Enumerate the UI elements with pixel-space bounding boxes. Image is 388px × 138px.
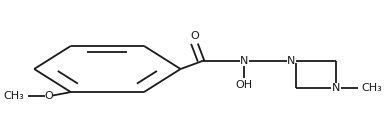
Text: CH₃: CH₃ [362,83,382,93]
Text: N: N [332,83,341,93]
Text: OH: OH [236,80,253,90]
Text: N: N [287,56,296,67]
Text: N: N [240,56,249,67]
Text: CH₃: CH₃ [3,91,24,101]
Text: O: O [190,31,199,41]
Text: O: O [45,91,54,101]
